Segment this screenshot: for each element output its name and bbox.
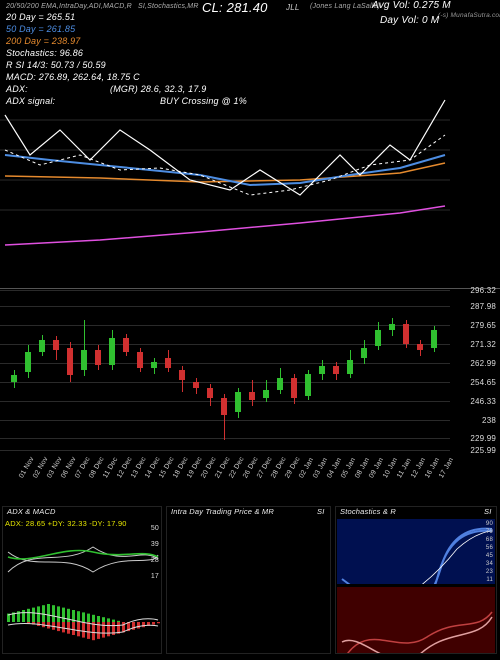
hdr-left2: SI,Stochastics,MR [138,3,199,10]
stoch-label: Stochastics: 96.86 [6,48,83,58]
price-gridline [0,450,450,451]
price-gridline [0,306,450,307]
price-ylabel: 287.98 [470,302,496,311]
stoch-panel: Stochastics & R SI 90 79 68 56 45 34 23 11 [335,506,497,654]
adx-ylabel: 50 [151,525,159,532]
candle-body [39,340,45,352]
stoch-ylabel: 34 [486,561,493,567]
adx-label: ADX: [6,84,28,94]
candle-body [221,398,227,415]
hdr-cl: CL: 281.40 [202,0,268,15]
candle-body [25,352,31,372]
candle-body [165,358,171,368]
intra-title2: SI [317,507,325,516]
adx-ylabel: 17 [151,573,159,580]
stoch-upper-svg [337,519,495,584]
stoch-lower [337,587,495,653]
stoch-upper: 90 79 68 56 45 34 23 11 [337,519,495,584]
separator-1 [0,288,500,289]
candle-body [179,370,185,380]
candle-body [95,350,101,365]
price-ylabel: 262.99 [470,359,496,368]
chart-container: 20/50/200 EMA,IntraDay,ADI,MACD,R SI,Sto… [0,0,500,660]
price-gridline [0,325,450,326]
sub-panels: ADX & MACD ADX: 28.65 +DY: 32.33 -DY: 17… [0,506,500,656]
candle-body [67,348,73,375]
candle-body [263,390,269,398]
price-ylabel: 296.32 [470,286,496,295]
candle-body [81,350,87,370]
candle-body [361,348,367,358]
price-ylabel: 238 [482,416,496,425]
candle-body [375,330,381,346]
candle-body [431,330,437,348]
price-gridline [0,420,450,421]
candle-body [137,352,143,368]
macd-svg [3,590,163,655]
price-ylabel: 229.99 [470,434,496,443]
hdr-dayvol: Day Vol: 0 M [380,15,439,26]
ma50-label: 50 Day = 261.85 [6,24,75,34]
candle-body [249,392,255,400]
adx-sig-lbl: ADX signal: [6,96,55,106]
candle-body [151,362,157,368]
stoch-lower-svg [337,587,495,653]
date-axis: 01 Nov02 Nov03 Nov06 Nov07 Dec08 Dec11 D… [0,458,500,503]
candle-body [109,338,115,365]
candle-chart-panel: 296.32287.98279.65271.32262.99254.65246.… [0,290,500,453]
candle-body [417,344,423,350]
hdr-avgvol: Avg Vol: 0.275 M [372,0,451,11]
price-gridline [0,290,450,291]
candle-body [235,392,241,412]
stoch-title: Stochastics & R [340,507,396,516]
candle-body [389,324,395,330]
hdr-company: (Jones Lang LaSalle) [310,3,380,10]
stoch-ylabel: 56 [486,545,493,551]
stoch-ylabel: 45 [486,553,493,559]
price-ylabel: 279.65 [470,321,496,330]
adx-vals: (MGR) 28.6, 32.3, 17.9 [110,84,206,94]
adx-title: ADX & MACD [7,507,56,516]
candle-body [53,340,59,350]
candle-body [123,338,129,352]
stoch-ylabel: 68 [486,537,493,543]
ma200-label: 200 Day = 238.97 [6,36,81,46]
price-ylabel: 225.99 [470,446,496,455]
stoch-ylabel: 90 [486,521,493,527]
candle-body [207,388,213,398]
candle-body [11,375,17,382]
intraday-panel: Intra Day Trading Price & MR SI [166,506,331,654]
candle-body [305,374,311,396]
macd-label: MACD: 276.89, 262.64, 18.75 C [6,72,140,82]
rsi-label: R SI 14/3: 50.73 / 50.59 [6,60,106,70]
price-gridline [0,382,450,383]
price-ylabel: 271.32 [470,340,496,349]
candle-body [277,378,283,390]
adx-ylabel: 28 [151,557,159,564]
stoch-ylabel: 11 [486,577,493,583]
price-ylabel: 254.65 [470,378,496,387]
adx-macd-panel: ADX & MACD ADX: 28.65 +DY: 32.33 -DY: 17… [2,506,162,654]
price-ylabel: 246.33 [470,397,496,406]
candle-body [347,360,353,374]
candle-body [291,378,297,398]
hdr-left1: 20/50/200 EMA,IntraDay,ADI,MACD,R [6,3,132,10]
candle-body [319,366,325,374]
intra-title: Intra Day Trading Price & MR [171,507,274,516]
stoch-ylabel: 23 [486,569,493,575]
candle-body [403,324,409,344]
stoch-title2: SI [484,507,492,516]
candle-body [193,382,199,388]
adx-ylabel: 39 [151,541,159,548]
stoch-ylabel: 79 [486,529,493,535]
hdr-ticker: JLL [286,3,300,12]
hdr-source: (-s) MunafaSutra.com [438,12,500,19]
price-gridline [0,344,450,345]
top-chart-panel: 20/50/200 EMA,IntraDay,ADI,MACD,R SI,Sto… [0,0,500,288]
adx-sig: BUY Crossing @ 1% [160,96,247,106]
price-gridline [0,438,450,439]
adx-svg [3,517,163,592]
ma20-label: 20 Day = 265.51 [6,12,75,22]
candle-body [333,366,339,374]
